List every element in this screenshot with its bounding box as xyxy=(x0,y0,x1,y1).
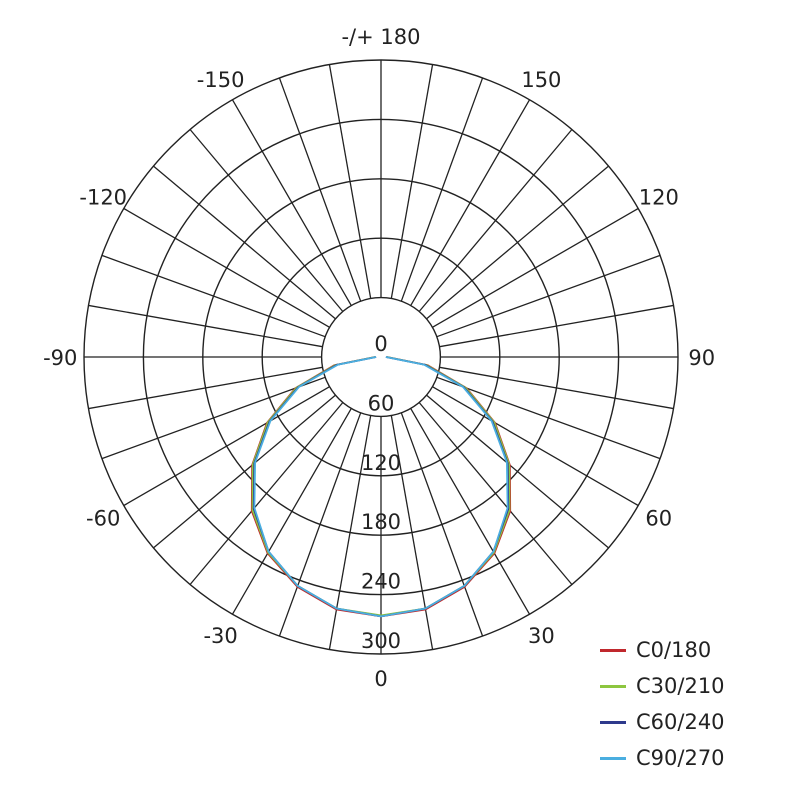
grid-spoke xyxy=(426,165,609,320)
angle-label: 90 xyxy=(688,346,715,370)
grid-spoke xyxy=(436,376,661,460)
legend-item-c30: C30/210 xyxy=(600,668,725,704)
angle-label: -/+ 180 xyxy=(341,25,420,49)
legend-label: C30/210 xyxy=(636,674,725,698)
angle-label: -150 xyxy=(197,68,245,92)
curve-c30-210 xyxy=(251,356,511,617)
legend-swatch xyxy=(600,684,626,688)
grid-spoke xyxy=(278,412,362,637)
legend-item-c90: C90/270 xyxy=(600,740,725,776)
legend-label: C60/240 xyxy=(636,710,725,734)
grid-spoke xyxy=(88,366,323,410)
angle-label: -60 xyxy=(86,506,120,530)
grid-spoke xyxy=(439,304,674,348)
grid-spoke xyxy=(153,165,336,320)
grid-spoke xyxy=(410,99,531,306)
grid-spoke xyxy=(88,304,323,348)
radial-tick-label: 180 xyxy=(361,510,401,534)
grid-spoke xyxy=(432,386,639,507)
angle-label: 120 xyxy=(639,186,679,210)
legend-item-c0: C0/180 xyxy=(600,632,725,668)
legend-label: C0/180 xyxy=(636,638,712,662)
grid-spoke xyxy=(123,207,330,328)
grid-spoke xyxy=(439,366,674,410)
grid-spoke xyxy=(189,129,344,312)
grid-spoke xyxy=(432,207,639,328)
angle-label: 30 xyxy=(528,624,555,648)
grid-spoke xyxy=(390,64,434,299)
curves xyxy=(250,356,512,618)
angle-label: 150 xyxy=(521,68,561,92)
curve-c90-270 xyxy=(253,356,509,618)
angle-label: -90 xyxy=(43,346,77,370)
radial-tick-label: 120 xyxy=(361,451,401,475)
radial-tick-label: 240 xyxy=(361,570,401,594)
grid-spoke xyxy=(426,394,609,549)
grid-spoke xyxy=(418,129,573,312)
legend-swatch xyxy=(600,648,626,652)
grid-spoke xyxy=(418,402,573,585)
grid-spoke xyxy=(231,99,352,306)
radial-tick-label: 60 xyxy=(368,391,395,415)
angle-label: -30 xyxy=(203,624,237,648)
grid-spoke xyxy=(189,402,344,585)
legend: C0/180 C30/210 C60/240 C90/270 xyxy=(600,632,725,776)
legend-swatch xyxy=(600,756,626,760)
grid-spoke xyxy=(328,64,372,299)
grid-spoke xyxy=(231,408,352,615)
grid-spoke xyxy=(278,77,362,302)
legend-item-c60: C60/240 xyxy=(600,704,725,740)
grid-spoke xyxy=(153,394,336,549)
radial-tick-label: 300 xyxy=(361,629,401,653)
grid-spoke xyxy=(436,254,661,338)
grid-spoke xyxy=(400,412,484,637)
angle-label: 60 xyxy=(645,506,672,530)
angle-label: 0 xyxy=(374,667,387,691)
legend-swatch xyxy=(600,720,626,724)
grid-spoke xyxy=(390,415,434,650)
grid-spoke xyxy=(101,254,326,338)
polar-grid xyxy=(83,59,679,655)
grid-spoke xyxy=(328,415,372,650)
grid-spoke xyxy=(400,77,484,302)
angle-label: -120 xyxy=(79,186,127,210)
legend-label: C90/270 xyxy=(636,746,725,770)
radial-tick-label: 0 xyxy=(374,332,387,356)
grid-spoke xyxy=(101,376,326,460)
grid-spoke xyxy=(123,386,330,507)
grid-spoke xyxy=(410,408,531,615)
